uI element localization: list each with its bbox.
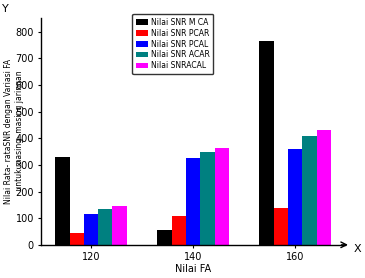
X-axis label: Nilai FA: Nilai FA [175,264,211,274]
Bar [172,215,186,245]
Bar [112,206,127,245]
Bar [55,157,70,245]
Bar [317,130,331,245]
Bar [302,136,317,245]
Bar [98,209,112,245]
Bar [215,148,229,245]
Text: Y: Y [2,4,8,14]
Bar [157,230,172,245]
Legend: Nilai SNR M CA, Nilai SNR PCAR, Nilai SNR PCAL, Nilai SNR ACAR, Nilai SNRACAL: Nilai SNR M CA, Nilai SNR PCAR, Nilai SN… [132,14,214,74]
Bar [186,158,200,245]
Y-axis label: Nilai Rata- rataSNR dengan Variasi FA
 untuk masing- masing jaringan: Nilai Rata- rataSNR dengan Variasi FA un… [4,59,24,204]
Bar [70,233,84,245]
Bar [260,41,274,245]
Bar [274,207,288,245]
Bar [288,149,302,245]
Text: X: X [354,244,361,254]
Bar [84,214,98,245]
Bar [200,152,215,245]
